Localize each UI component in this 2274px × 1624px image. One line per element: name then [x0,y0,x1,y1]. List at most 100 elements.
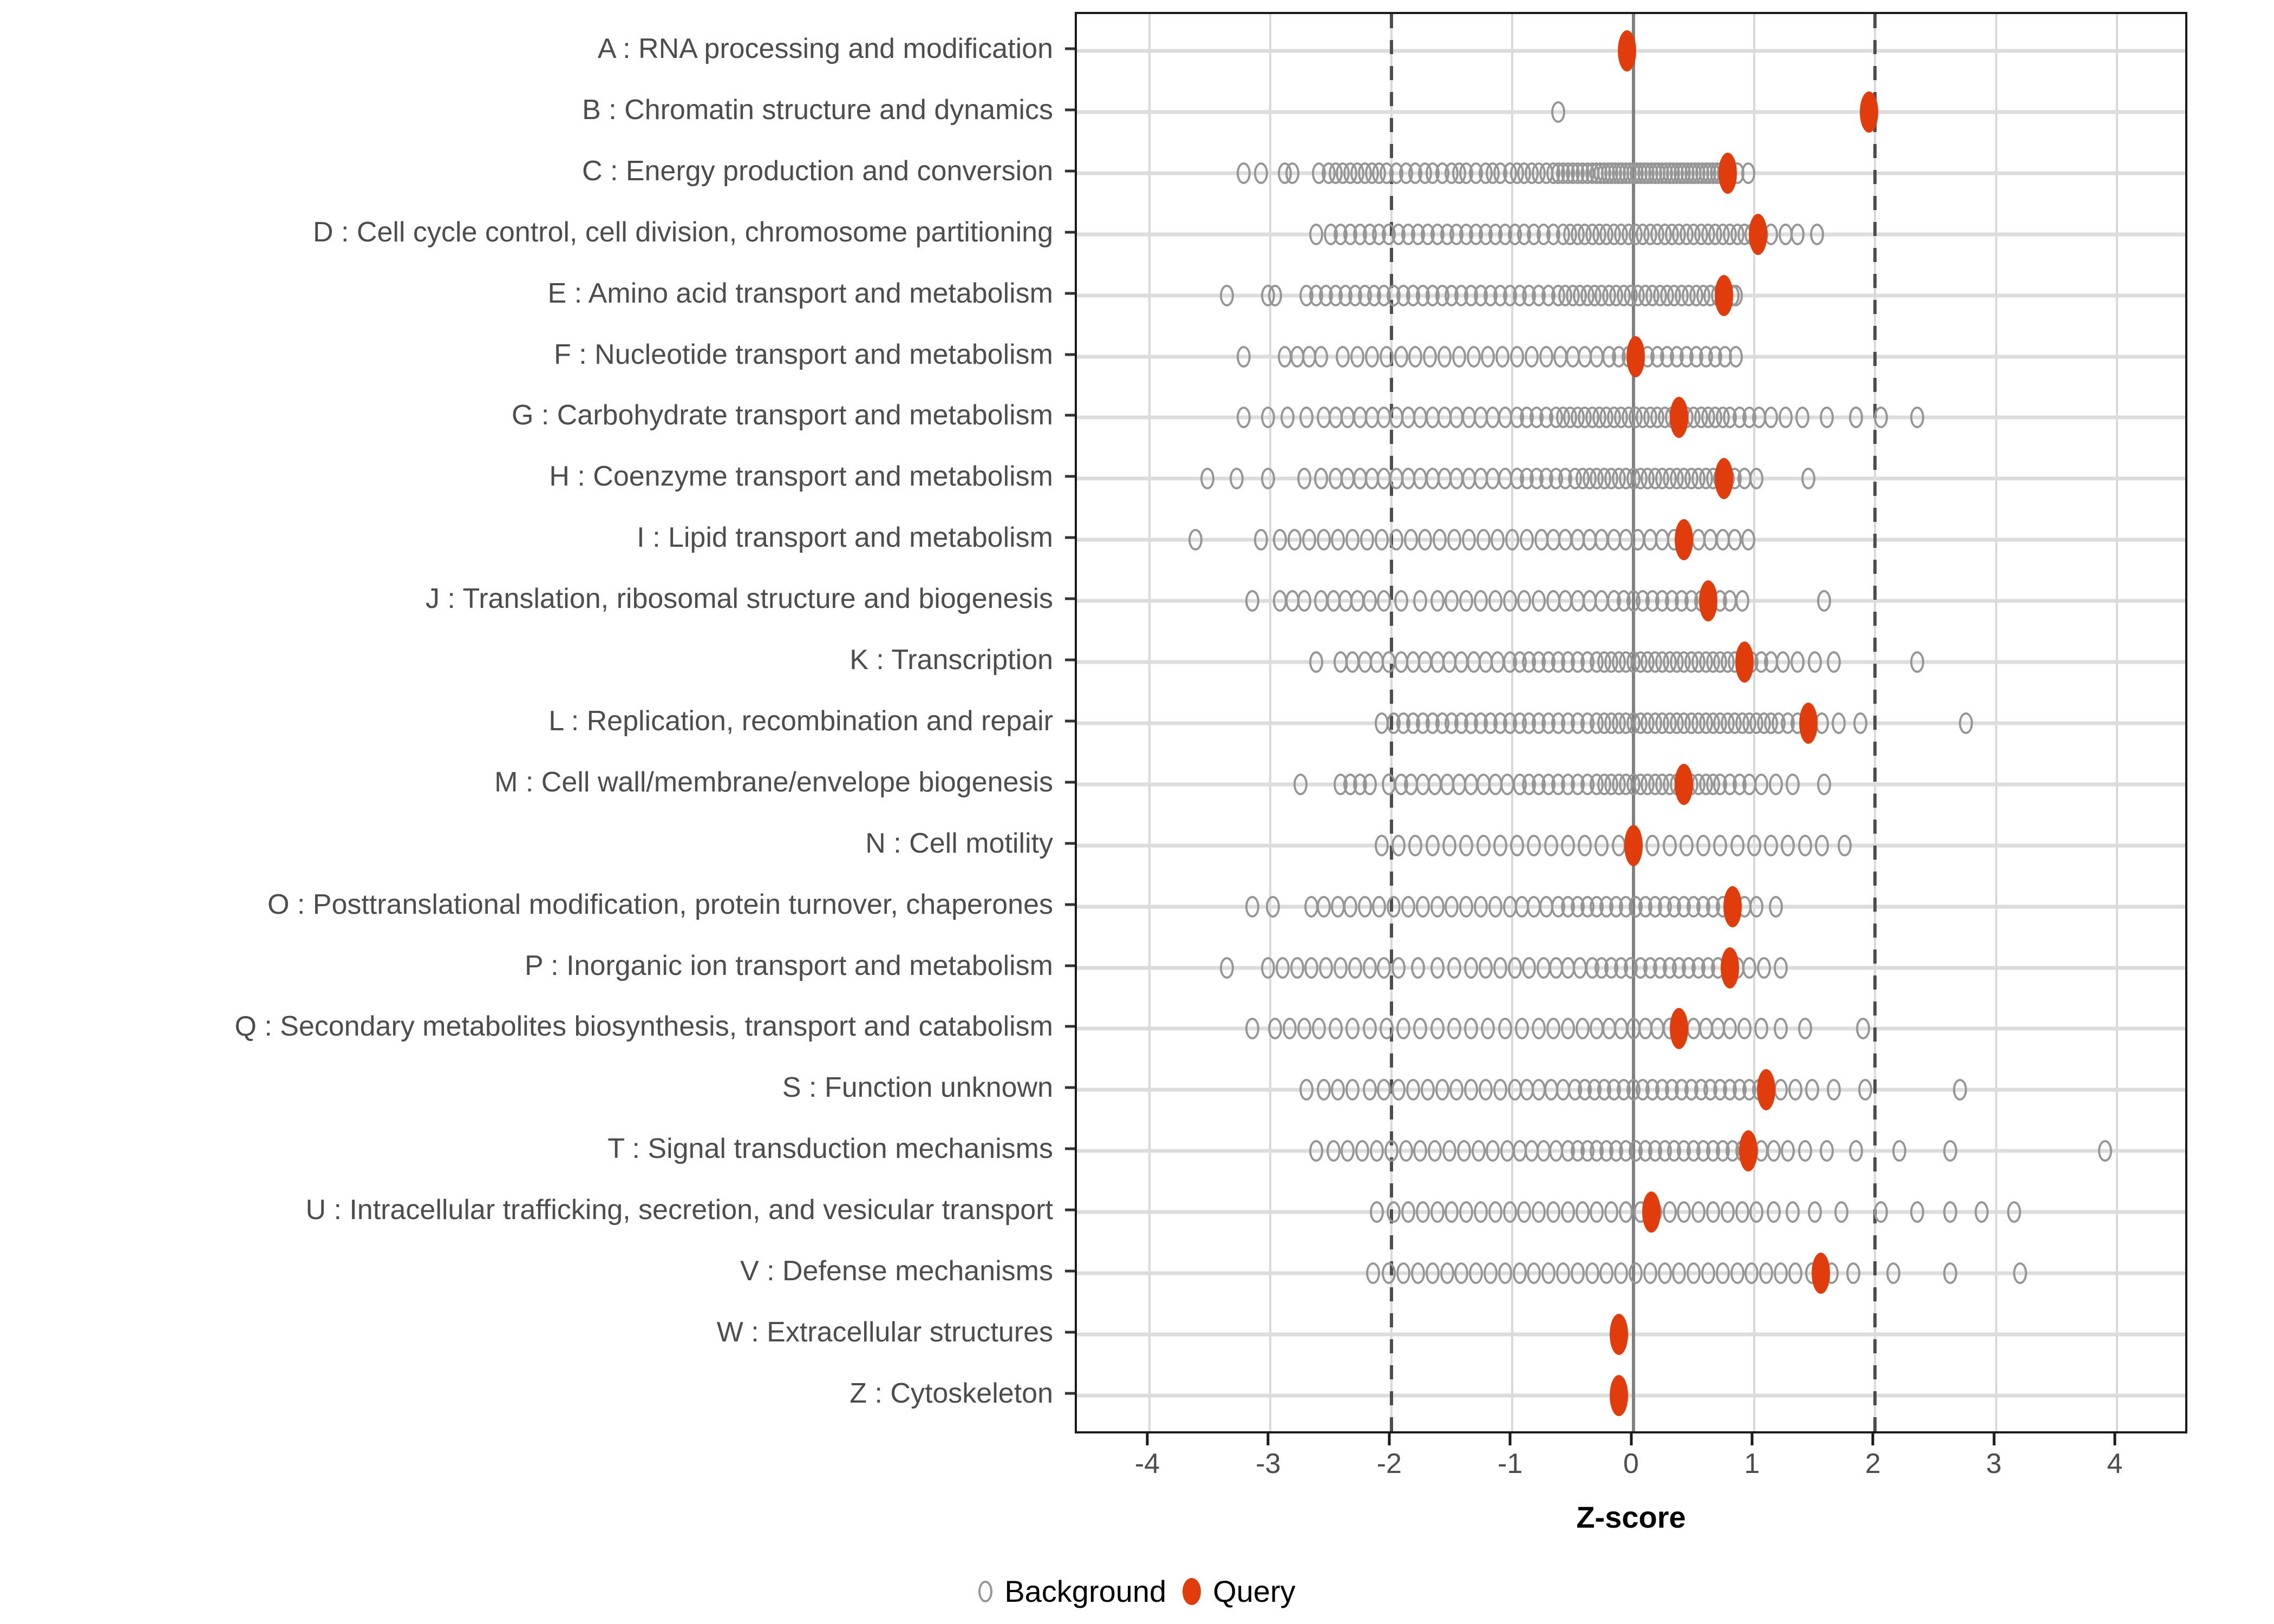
background-point [1560,1018,1575,1040]
query-point[interactable] [1670,397,1689,438]
background-point [1440,1262,1454,1284]
background-point [1309,1140,1324,1162]
background-point [1778,407,1793,429]
background-point [1729,345,1743,368]
legend-label-query: Query [1213,1574,1296,1608]
x-axis-tick [1388,1433,1391,1445]
background-point [1781,1140,1795,1162]
background-point [1846,1262,1861,1284]
background-point [1394,345,1408,368]
background-point [1309,651,1324,673]
x-axis-tick-label: 3 [1986,1448,2002,1479]
y-axis-tick [1065,719,1075,723]
query-point[interactable] [1723,886,1742,927]
background-point [1442,834,1456,856]
query-point[interactable] [1698,580,1717,622]
y-axis-tick [1065,231,1075,234]
query-point[interactable] [1757,1069,1776,1111]
background-point [1452,345,1466,368]
background-point [1374,529,1389,551]
background-point [1570,1262,1585,1284]
background-point [1437,345,1452,368]
background-point [1715,1262,1730,1284]
background-point [1469,1262,1484,1284]
background-point [2097,1140,2112,1162]
background-point [1662,1201,1677,1223]
query-point[interactable] [1642,1191,1661,1233]
y-axis-tick [1065,1392,1075,1395]
background-point [1365,345,1380,368]
query-point[interactable] [1609,1313,1628,1355]
background-point [1362,1079,1377,1101]
query-point[interactable] [1715,458,1734,500]
background-point [1425,1262,1440,1284]
query-point[interactable] [1748,213,1767,255]
background-point [1413,590,1428,612]
query-point[interactable] [1811,1253,1830,1294]
background-point [1515,1018,1529,1040]
background-point [1741,529,1755,551]
y-axis-tick [1065,353,1075,356]
background-point [1459,590,1474,612]
background-point [1730,1262,1744,1284]
background-point [1304,957,1319,979]
background-point [1512,1262,1527,1284]
background-point [1379,1018,1394,1040]
query-point[interactable] [1715,274,1734,316]
query-point[interactable] [1618,30,1637,71]
background-point [1527,834,1541,856]
background-point [1410,1262,1425,1284]
background-point [1459,834,1474,856]
background-point [1229,468,1244,490]
background-point [1314,345,1329,368]
query-point[interactable] [1670,1008,1689,1050]
background-point [1507,957,1522,979]
background-point [1672,1262,1687,1284]
background-point [1532,1018,1546,1040]
query-point[interactable] [1624,824,1643,866]
legend-item-background[interactable]: Background [978,1576,1166,1607]
legend-item-query[interactable]: Query [1182,1576,1296,1607]
query-point[interactable] [1860,91,1879,133]
background-point [1556,1262,1570,1284]
background-point [1495,345,1510,368]
query-point[interactable] [1675,519,1694,561]
background-point [1527,1262,1541,1284]
background-point [1886,1262,1900,1284]
background-point [1958,712,1973,734]
background-point [1737,1018,1752,1040]
background-point [1415,1201,1430,1223]
background-point [1687,1262,1701,1284]
query-point[interactable] [1739,1130,1757,1172]
background-point [1560,1201,1575,1223]
background-point [1848,1140,1863,1162]
background-point [1498,1018,1512,1040]
x-axis-tick-label: 4 [2107,1448,2123,1479]
background-point [1517,590,1532,612]
query-point[interactable] [1718,152,1737,194]
background-point [1394,590,1408,612]
x-axis-title: Z-score [1576,1500,1686,1534]
x-axis-tick [1750,1433,1754,1445]
background-point [1691,1201,1706,1223]
query-point[interactable] [1609,1374,1628,1416]
y-axis-label: D : Cell cycle control, cell division, c… [313,216,1053,248]
background-point [1430,1201,1445,1223]
background-point [1280,407,1295,429]
grid-line-horizontal [1077,1393,2185,1398]
background-point [1285,162,1299,184]
background-point [1510,345,1525,368]
background-point [1599,1262,1614,1284]
query-point[interactable] [1799,702,1818,744]
background-point [1858,1079,1873,1101]
background-point [1415,895,1430,918]
query-point[interactable] [1675,763,1694,805]
query-point[interactable] [1735,641,1754,683]
y-axis-label: T : Signal transduction mechanisms [607,1133,1053,1165]
x-axis-tick-label: -1 [1498,1448,1523,1479]
query-point[interactable] [1626,336,1645,377]
background-point [1456,1140,1471,1162]
background-point [1505,529,1520,551]
background-point [1283,1018,1297,1040]
query-point[interactable] [1721,947,1740,988]
